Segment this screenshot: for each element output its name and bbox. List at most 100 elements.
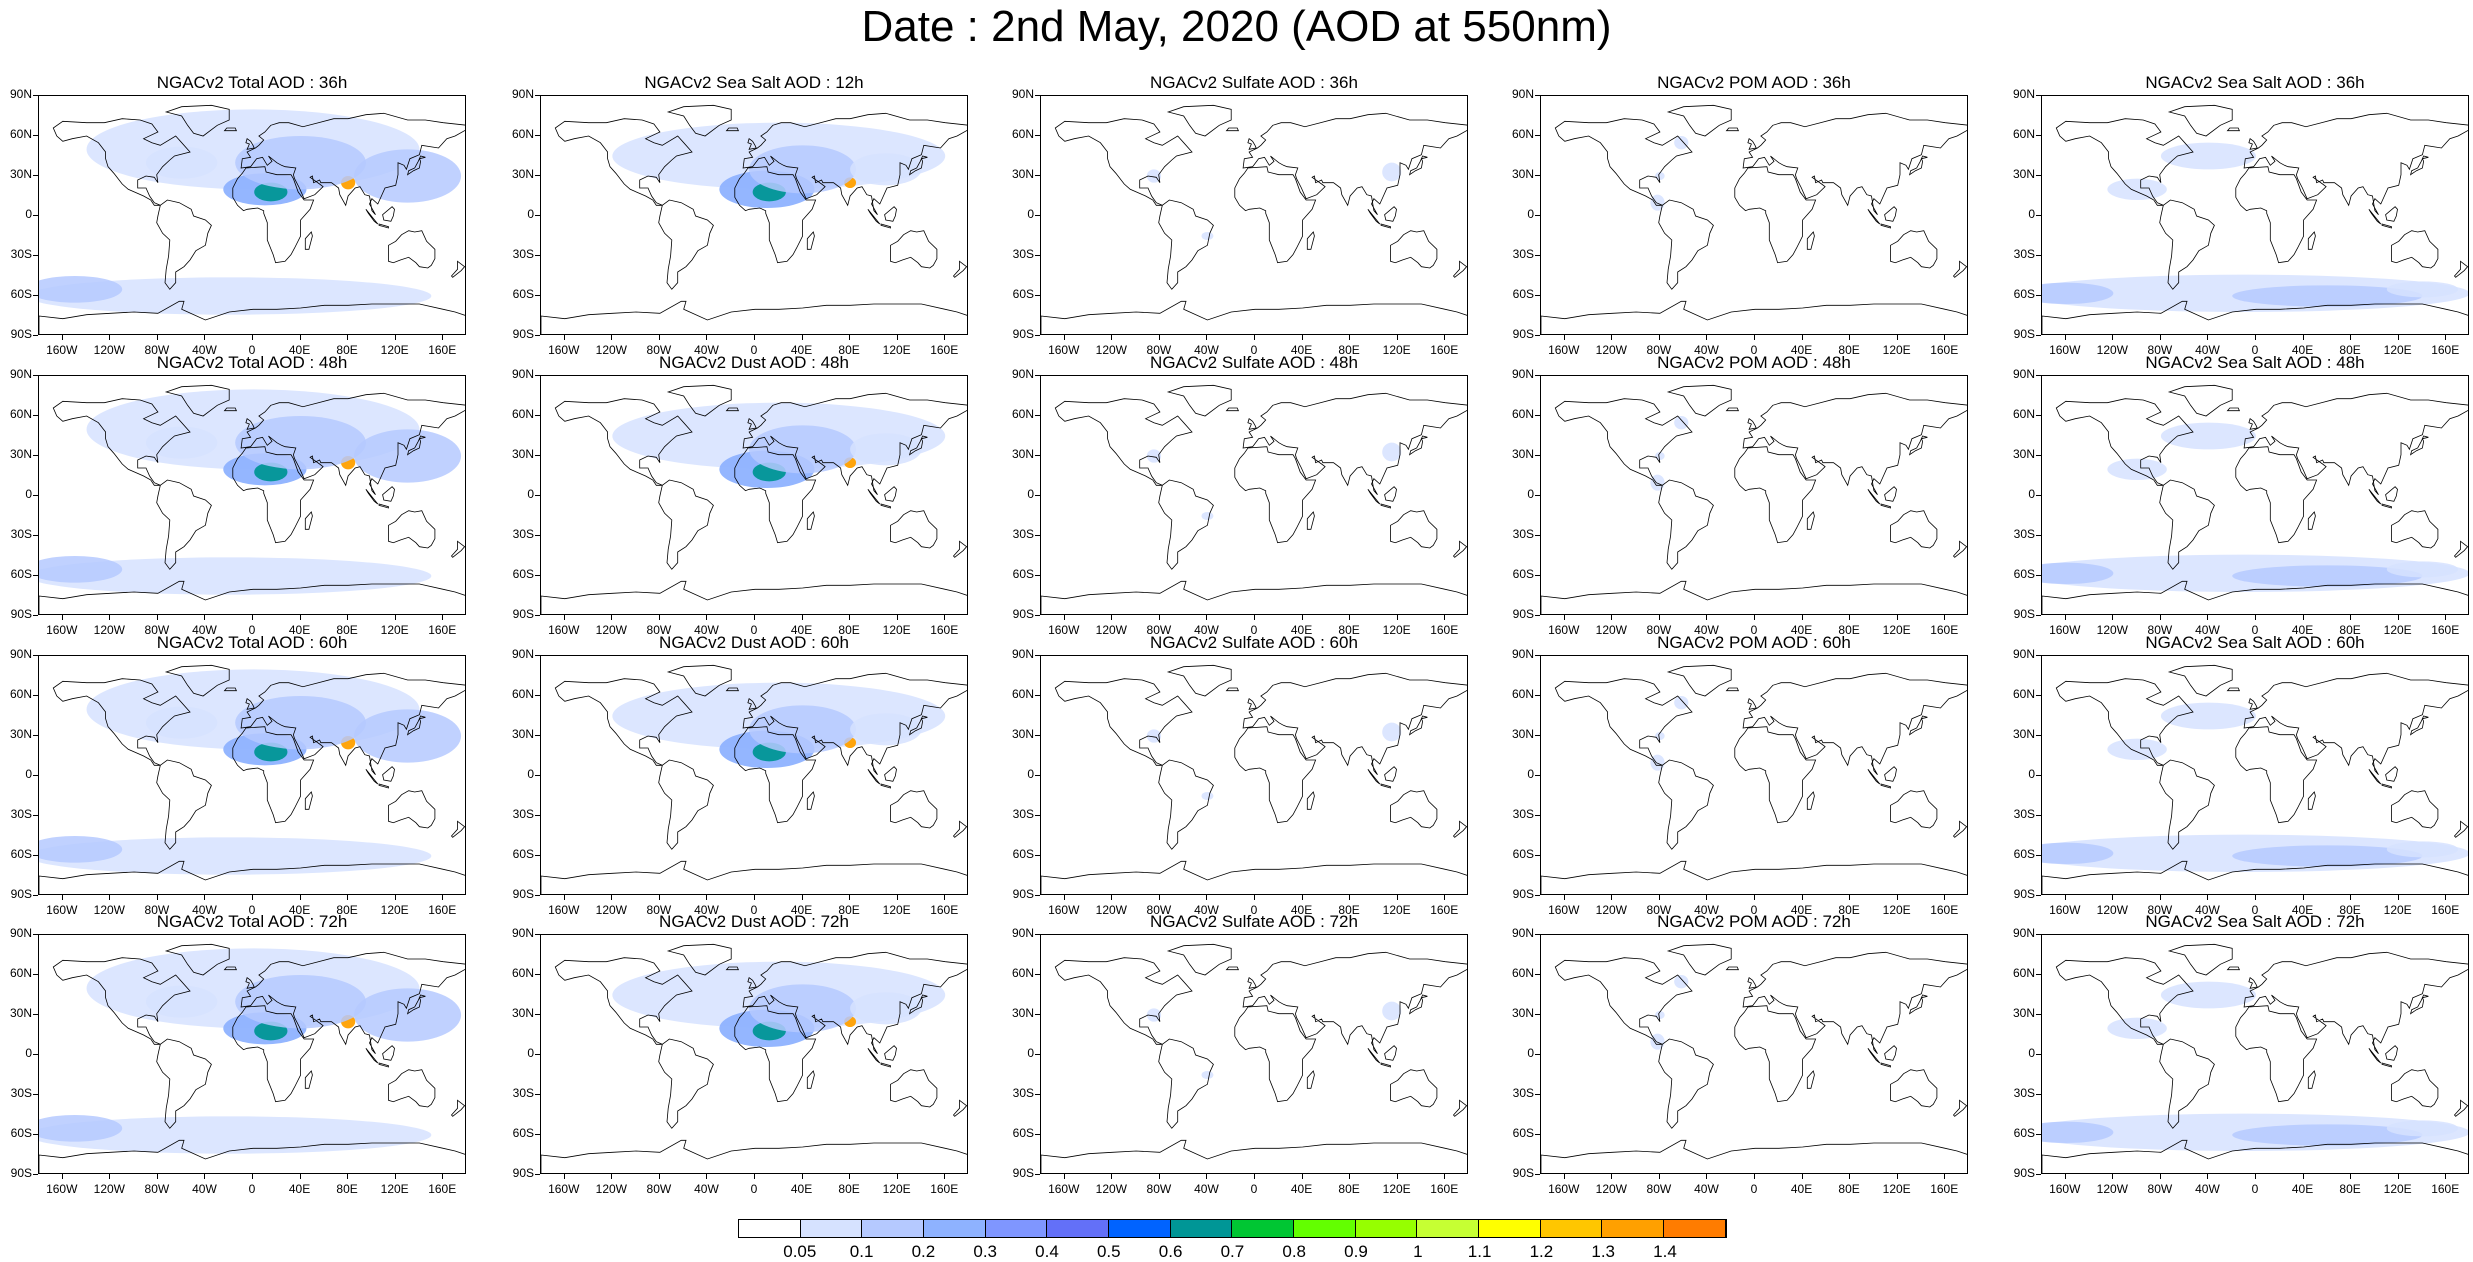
tick-mark — [535, 455, 540, 456]
aod-field — [146, 426, 218, 459]
coastline — [1742, 392, 1967, 495]
tick-mark — [2350, 335, 2352, 340]
tick-mark — [109, 335, 111, 340]
lat-tick-label: 30N — [511, 167, 534, 181]
lon-tick-label: 120W — [93, 343, 125, 357]
lon-tick-label: 40W — [1194, 1182, 1219, 1196]
panel-title: NGACv2 POM AOD : 36h — [1657, 73, 1851, 92]
coastline — [1742, 951, 1967, 1054]
tick-mark — [1563, 895, 1565, 900]
lon-tick-label: 120W — [2096, 343, 2128, 357]
panel-title: NGACv2 Dust AOD : 48h — [659, 353, 849, 372]
lon-tick-label: 120W — [1595, 903, 1627, 917]
tick-mark — [1535, 1134, 1540, 1135]
map-canvas — [2042, 104, 2468, 334]
lon-tick-label: 160W — [548, 623, 580, 637]
lat-tick-label: 90S — [1512, 1166, 1534, 1180]
lat-tick-label: 30S — [10, 1086, 32, 1100]
coastline — [541, 580, 967, 614]
tick-mark — [204, 895, 206, 900]
coastline — [742, 392, 967, 495]
coastline — [908, 994, 928, 1015]
lon-tick-label: 80E — [2339, 903, 2361, 917]
coastline — [1541, 300, 1967, 334]
tick-mark — [1611, 1174, 1613, 1179]
coastline — [2409, 155, 2429, 176]
coastline — [382, 1045, 395, 1061]
lon-tick-label: 0 — [750, 623, 758, 637]
lat-tick-label: 90N — [511, 647, 534, 661]
map-canvas — [1041, 664, 1467, 894]
map-frame — [1040, 655, 1468, 895]
lat-tick-label: 30N — [1011, 1006, 1034, 1020]
lon-tick-label: 80E — [336, 343, 358, 357]
tick-mark — [252, 615, 253, 620]
lat-tick-label: 60S — [2013, 567, 2035, 581]
lon-tick-label: 80W — [1146, 1182, 1172, 1196]
coastline — [725, 687, 740, 692]
coastline — [1908, 435, 1928, 456]
coastline — [2248, 418, 2258, 430]
tick-mark — [61, 895, 63, 900]
lat-tick-label: 60N — [1511, 407, 1534, 421]
lon-tick-label: 40E — [288, 903, 311, 917]
lon-tick-label: 80E — [1338, 623, 1360, 637]
map-panel: NGACv2 POM AOD : 36h — [1502, 73, 2006, 373]
lat-tick-label: 0 — [25, 487, 32, 501]
tick-mark — [2112, 335, 2114, 340]
lon-tick-label: 0 — [1250, 623, 1258, 637]
coastline — [1880, 783, 1891, 789]
map-panel: NGACv2 Dust AOD : 60h — [502, 633, 1006, 933]
aod-field — [2386, 1120, 2459, 1137]
coastline — [1725, 966, 1740, 971]
coastline — [747, 977, 757, 989]
tick-mark — [2036, 215, 2041, 216]
lon-tick-label: 120W — [1095, 1182, 1127, 1196]
coastline — [2391, 1069, 2439, 1108]
lon-tick-label: 160E — [1930, 343, 1959, 357]
colorbar-swatch — [924, 1220, 986, 1237]
aod-field — [2160, 422, 2256, 450]
aod-field — [850, 153, 922, 186]
tick-mark — [563, 1174, 565, 1179]
lon-tick-label: 80W — [1146, 903, 1172, 917]
coastline — [1867, 769, 1881, 785]
colorbar-swatch — [1047, 1220, 1110, 1237]
colorbar-swatch — [739, 1220, 801, 1237]
coastline — [952, 1099, 967, 1117]
coastline — [1880, 503, 1891, 509]
aod-field — [2386, 281, 2459, 298]
lat-tick-label: 0 — [1027, 767, 1034, 781]
lon-tick-label: 40E — [1790, 343, 1813, 357]
tick-mark — [535, 95, 540, 96]
tick-mark — [535, 255, 540, 256]
aod-field — [235, 975, 366, 1029]
coastline — [1554, 678, 1693, 766]
lon-tick-label: 40E — [1790, 623, 1813, 637]
coastline — [1380, 223, 1391, 229]
coastline — [1890, 1069, 1938, 1108]
lon-tick-label: 120E — [380, 903, 409, 917]
tick-mark — [1611, 615, 1613, 620]
tick-mark — [2207, 615, 2209, 620]
lon-tick-label: 80W — [1146, 343, 1172, 357]
tick-mark — [535, 735, 540, 736]
lat-tick-label: 30N — [9, 167, 32, 181]
map-canvas — [1541, 943, 1967, 1173]
lon-tick-label: 80W — [2147, 903, 2173, 917]
tick-mark — [299, 335, 301, 340]
map-panel: NGACv2 POM AOD : 72h — [1502, 912, 2006, 1212]
coastline — [1890, 790, 1938, 829]
coastline — [658, 199, 714, 290]
lat-tick-label: 90S — [2013, 607, 2035, 621]
tick-mark — [2159, 1174, 2161, 1179]
lat-tick-label: 60S — [512, 567, 534, 581]
tick-mark — [563, 335, 565, 340]
coastline — [1054, 398, 1193, 486]
tick-mark — [1535, 695, 1540, 696]
tick-mark — [33, 255, 38, 256]
lon-tick-label: 120E — [1882, 623, 1911, 637]
tick-mark — [1254, 895, 1255, 900]
aod-field — [39, 1115, 123, 1142]
coastline — [890, 230, 938, 269]
